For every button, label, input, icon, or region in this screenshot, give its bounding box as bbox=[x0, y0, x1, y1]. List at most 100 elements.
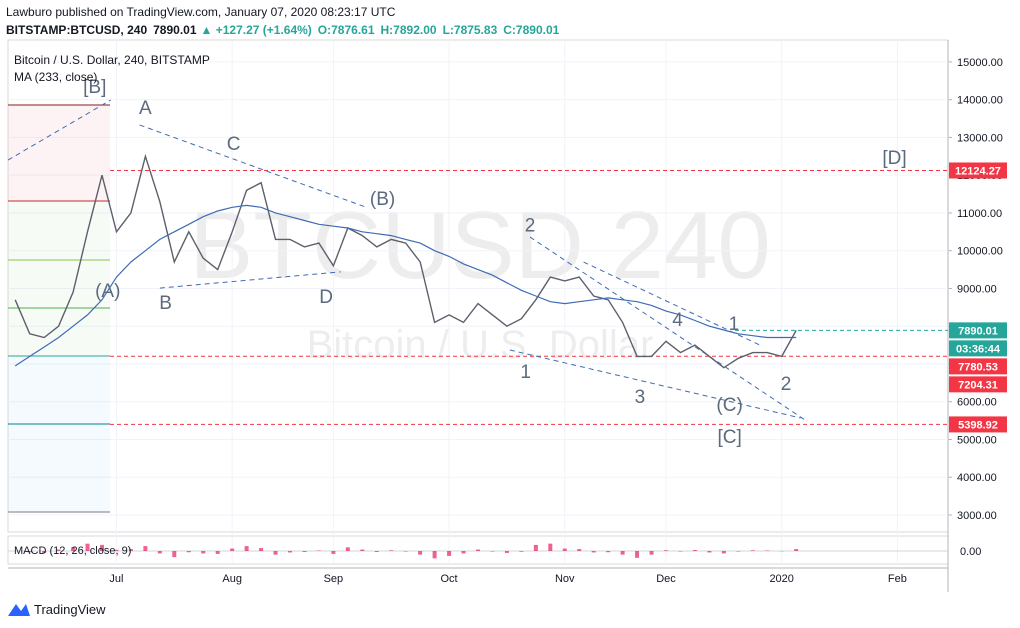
macd-bar bbox=[259, 548, 264, 551]
macd-bar bbox=[794, 549, 799, 551]
macd-bar bbox=[230, 548, 235, 551]
price-tag-label: 7780.53 bbox=[958, 361, 998, 373]
macd-bar bbox=[100, 544, 104, 551]
wave-label: [B] bbox=[83, 77, 106, 98]
change: ▲ +127.27 (+1.64%) bbox=[201, 23, 312, 37]
macd-bar bbox=[85, 543, 90, 551]
x-tick-label: Oct bbox=[441, 573, 458, 585]
wave-label: 1 bbox=[729, 314, 740, 335]
macd-bar bbox=[157, 551, 162, 554]
low: L:7875.83 bbox=[443, 23, 498, 37]
wave-label: 3 bbox=[635, 387, 646, 408]
price-tag-label: 7204.31 bbox=[958, 379, 998, 391]
macd-bar bbox=[591, 551, 596, 553]
macd-bar bbox=[418, 551, 423, 555]
close: C:7890.01 bbox=[503, 23, 559, 37]
symbol: BITSTAMP:BTCUSD, 240 bbox=[6, 23, 147, 37]
macd-bar bbox=[476, 549, 480, 551]
macd-bar bbox=[707, 551, 712, 553]
wave-label: B bbox=[159, 293, 172, 314]
y-tick-label: 10000.00 bbox=[957, 246, 1003, 258]
footer-logo bbox=[8, 604, 30, 616]
macd-bar bbox=[533, 544, 538, 551]
macd-bar bbox=[360, 549, 365, 551]
footer-brand: TradingView bbox=[34, 602, 106, 617]
wave-label: 4 bbox=[672, 310, 683, 331]
macd-bar bbox=[562, 548, 567, 551]
macd-bar bbox=[389, 550, 394, 551]
high: H:7892.00 bbox=[381, 23, 437, 37]
y-tick-label: 11000.00 bbox=[957, 208, 1002, 220]
macd-bar bbox=[606, 551, 611, 553]
price-tag bbox=[949, 322, 1007, 339]
macd-bar bbox=[374, 551, 379, 552]
legend-entry: Bitcoin / U.S. Dollar, 240, BITSTAMP bbox=[14, 53, 210, 67]
macd-bar bbox=[215, 551, 220, 554]
y-tick-label: 9000.00 bbox=[957, 283, 997, 295]
price-tag bbox=[949, 358, 1007, 375]
macd-bar bbox=[721, 551, 726, 554]
macd-bar bbox=[172, 551, 177, 558]
macd-bar bbox=[56, 549, 61, 551]
y-tick-label: 5000.00 bbox=[957, 434, 997, 446]
x-tick-label: Dec bbox=[656, 573, 676, 585]
macd-bar bbox=[27, 551, 32, 553]
wave-label: [C] bbox=[717, 427, 741, 448]
macd-bar bbox=[664, 550, 668, 551]
price-tag-label: 7890.01 bbox=[958, 325, 998, 337]
logo bbox=[8, 604, 30, 616]
wave-label: 1 bbox=[520, 362, 531, 383]
x-tick-label: 2020 bbox=[769, 573, 793, 585]
x-tick-label: Feb bbox=[888, 573, 907, 585]
macd-bar bbox=[432, 551, 437, 559]
macd-bar bbox=[244, 546, 249, 551]
macd-bar bbox=[635, 551, 640, 558]
price-tag bbox=[949, 416, 1007, 433]
wave-label: C bbox=[227, 134, 241, 155]
price-tag-label: 5398.92 bbox=[958, 419, 998, 431]
watermark: BTCUSD 240 bbox=[189, 192, 771, 299]
fib-zone bbox=[8, 356, 110, 512]
y-tick-label: 6000.00 bbox=[957, 397, 997, 409]
macd-bar bbox=[331, 551, 336, 554]
macd-bar bbox=[461, 551, 466, 554]
series-line bbox=[14, 153, 797, 369]
macd-bar bbox=[750, 550, 755, 551]
trendline bbox=[509, 349, 801, 419]
x-tick-label: Nov bbox=[555, 573, 575, 585]
trendline bbox=[159, 271, 341, 289]
macd-bar bbox=[345, 547, 350, 551]
macd-bar bbox=[128, 549, 133, 551]
macd-bar bbox=[692, 550, 697, 551]
fib-box bbox=[8, 104, 110, 513]
price-tag bbox=[949, 340, 1007, 357]
watermark-sub: Bitcoin / U.S. Dollar bbox=[307, 323, 654, 367]
macd-bar bbox=[186, 551, 191, 553]
macd-bar bbox=[288, 551, 292, 553]
macd-bar bbox=[302, 551, 307, 552]
macd-bar bbox=[447, 551, 452, 556]
macd-bar bbox=[649, 551, 654, 555]
legend-entry: MA (233, close) bbox=[14, 70, 97, 84]
price-tag bbox=[949, 376, 1007, 393]
macd-bar bbox=[143, 546, 148, 551]
wave-label: (A) bbox=[95, 281, 120, 302]
x-tick-label: Sep bbox=[324, 573, 344, 585]
trendline bbox=[139, 124, 366, 208]
trendline bbox=[529, 236, 806, 421]
fib-zone bbox=[8, 201, 110, 356]
wave-label: 2 bbox=[525, 215, 536, 236]
macd-bar bbox=[519, 551, 524, 552]
macd-bar bbox=[273, 551, 278, 555]
open: O:7876.61 bbox=[318, 23, 375, 37]
wave-label: (C) bbox=[716, 395, 742, 416]
y-tick-label: 13000.00 bbox=[957, 132, 1003, 144]
macd-label: MACD (12, 26, close, 9) bbox=[14, 545, 131, 557]
y-tick-label: 15000.00 bbox=[957, 57, 1003, 69]
price-tag-label: 03:36:44 bbox=[956, 343, 1001, 355]
price-tag-label: 12124.27 bbox=[955, 165, 1001, 177]
publisher: Lawburo published on TradingView.com, Ja… bbox=[6, 5, 396, 19]
macd-bar bbox=[114, 549, 119, 551]
wave-label: [D] bbox=[882, 148, 906, 169]
